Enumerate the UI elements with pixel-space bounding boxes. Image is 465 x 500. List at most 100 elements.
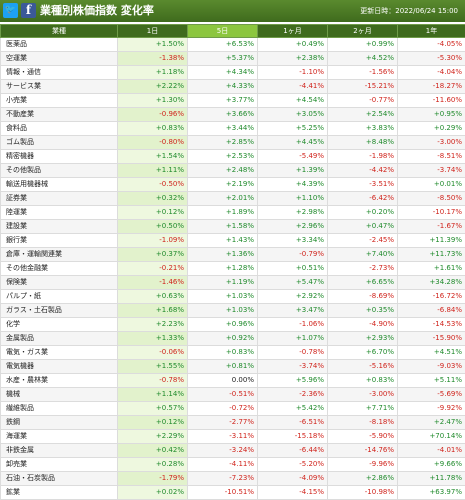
cell-1d: -0.50%: [117, 177, 188, 192]
cell-1m: +3.34%: [257, 233, 328, 248]
cell-1d: +0.12%: [117, 415, 188, 430]
cell-sector: 情報・通信: [0, 65, 118, 80]
table-row: 石油・石炭製品 -1.79% -7.23% -4.09% +2.86% +11.78%: [0, 471, 465, 486]
cell-5d: +1.03%: [187, 289, 258, 304]
cell-5d: -3.24%: [187, 443, 258, 458]
table-row: 倉庫・運輸関連業 +0.37% +1.36% -0.79% +7.40% +11.73%: [0, 247, 465, 262]
cell-sector: 化学: [0, 317, 118, 332]
column-header-sector[interactable]: 業種: [0, 24, 118, 38]
cell-1d: +1.14%: [117, 387, 188, 402]
cell-sector: 電気・ガス業: [0, 345, 118, 360]
cell-5d: +2.48%: [187, 163, 258, 178]
cell-1m: +3.47%: [257, 303, 328, 318]
cell-2m: -14.76%: [327, 443, 398, 458]
cell-1m: +5.42%: [257, 401, 328, 416]
table-row: 繊維製品 +0.57% -0.72% +5.42% +7.71% -9.92%: [0, 401, 465, 416]
cell-2m: +0.99%: [327, 37, 398, 52]
cell-5d: +2.01%: [187, 191, 258, 206]
cell-5d: +0.81%: [187, 359, 258, 374]
cell-1d: +1.54%: [117, 149, 188, 164]
cell-1d: +1.11%: [117, 163, 188, 178]
column-header-5d[interactable]: 5日: [187, 24, 258, 38]
cell-1d: +2.29%: [117, 429, 188, 444]
cell-5d: +0.83%: [187, 345, 258, 360]
column-header-1y[interactable]: 1年: [397, 24, 465, 38]
table-row: その他製品 +1.11% +2.48% +1.39% -4.42% -3.74%: [0, 163, 465, 178]
cell-2m: +0.35%: [327, 303, 398, 318]
cell-1y: -14.53%: [397, 317, 465, 332]
column-header-2m[interactable]: 2ヶ月: [327, 24, 398, 38]
cell-1d: +0.12%: [117, 205, 188, 220]
cell-1y: -9.92%: [397, 401, 465, 416]
cell-1m: -4.15%: [257, 485, 328, 500]
facebook-icon[interactable]: f: [21, 3, 36, 18]
table-row: 金属製品 +1.33% +0.92% +1.07% +2.93% -15.90%: [0, 331, 465, 346]
cell-1m: +2.96%: [257, 219, 328, 234]
cell-5d: -2.77%: [187, 415, 258, 430]
cell-2m: +8.48%: [327, 135, 398, 150]
cell-2m: +0.20%: [327, 205, 398, 220]
cell-5d: +0.92%: [187, 331, 258, 346]
cell-1y: -11.60%: [397, 93, 465, 108]
table-row: 電気・ガス業 -0.06% +0.83% -0.78% +6.70% +4.51%: [0, 345, 465, 360]
cell-1m: +1.39%: [257, 163, 328, 178]
cell-1m: +3.05%: [257, 107, 328, 122]
cell-1d: +1.68%: [117, 303, 188, 318]
cell-sector: 建設業: [0, 219, 118, 234]
cell-1d: -1.09%: [117, 233, 188, 248]
column-header-1m[interactable]: 1ヶ月: [257, 24, 328, 38]
table-row: 海運業 +2.29% -3.11% -15.18% -5.90% +70.14%: [0, 429, 465, 444]
cell-1d: +0.37%: [117, 247, 188, 262]
table-row: 銀行業 -1.09% +1.43% +3.34% -2.45% +11.39%: [0, 233, 465, 248]
cell-2m: +3.83%: [327, 121, 398, 136]
cell-2m: +2.54%: [327, 107, 398, 122]
cell-1m: -0.78%: [257, 345, 328, 360]
cell-1d: +0.28%: [117, 457, 188, 472]
cell-1m: -4.09%: [257, 471, 328, 486]
cell-5d: +3.77%: [187, 93, 258, 108]
cell-sector: 石油・石炭製品: [0, 471, 118, 486]
table-row: 医薬品 +1.50% +6.53% +0.49% +0.99% -4.05%: [0, 37, 465, 52]
cell-2m: -4.42%: [327, 163, 398, 178]
table-row: 鉱業 +0.02% -10.51% -4.15% -10.98% +63.97%: [0, 485, 465, 500]
cell-2m: +0.47%: [327, 219, 398, 234]
cell-1m: +5.47%: [257, 275, 328, 290]
cell-5d: +5.37%: [187, 51, 258, 66]
updated-timestamp: 更新日時：2022/06/24 15:00: [360, 7, 458, 15]
cell-2m: +7.71%: [327, 401, 398, 416]
cell-1y: -5.69%: [397, 387, 465, 402]
cell-1m: -15.18%: [257, 429, 328, 444]
twitter-icon[interactable]: 🐦: [3, 3, 18, 18]
cell-2m: +2.86%: [327, 471, 398, 486]
cell-1m: +1.07%: [257, 331, 328, 346]
table-row: サービス業 +2.22% +4.33% -4.41% -15.21% -18.27%: [0, 79, 465, 94]
cell-2m: +0.83%: [327, 373, 398, 388]
cell-2m: -5.90%: [327, 429, 398, 444]
cell-1y: -4.01%: [397, 443, 465, 458]
cell-5d: -10.51%: [187, 485, 258, 500]
cell-1m: +0.49%: [257, 37, 328, 52]
cell-5d: -4.11%: [187, 457, 258, 472]
cell-5d: +1.36%: [187, 247, 258, 262]
cell-1m: -3.74%: [257, 359, 328, 374]
cell-1y: -15.90%: [397, 331, 465, 346]
cell-5d: +1.43%: [187, 233, 258, 248]
cell-sector: 繊維製品: [0, 401, 118, 416]
cell-5d: +3.66%: [187, 107, 258, 122]
cell-5d: -7.23%: [187, 471, 258, 486]
cell-1d: -1.79%: [117, 471, 188, 486]
cell-1d: -1.38%: [117, 51, 188, 66]
cell-1m: -6.44%: [257, 443, 328, 458]
cell-1m: +4.45%: [257, 135, 328, 150]
cell-sector: 海運業: [0, 429, 118, 444]
table-row: 食料品 +0.83% +3.44% +5.25% +3.83% +0.29%: [0, 121, 465, 136]
cell-sector: 証券業: [0, 191, 118, 206]
cell-1m: +2.98%: [257, 205, 328, 220]
cell-2m: +6.70%: [327, 345, 398, 360]
cell-2m: -5.16%: [327, 359, 398, 374]
column-header-1d[interactable]: 1日: [117, 24, 188, 38]
cell-sector: 電気機器: [0, 359, 118, 374]
cell-2m: +4.52%: [327, 51, 398, 66]
cell-5d: +1.28%: [187, 261, 258, 276]
cell-2m: -3.00%: [327, 387, 398, 402]
